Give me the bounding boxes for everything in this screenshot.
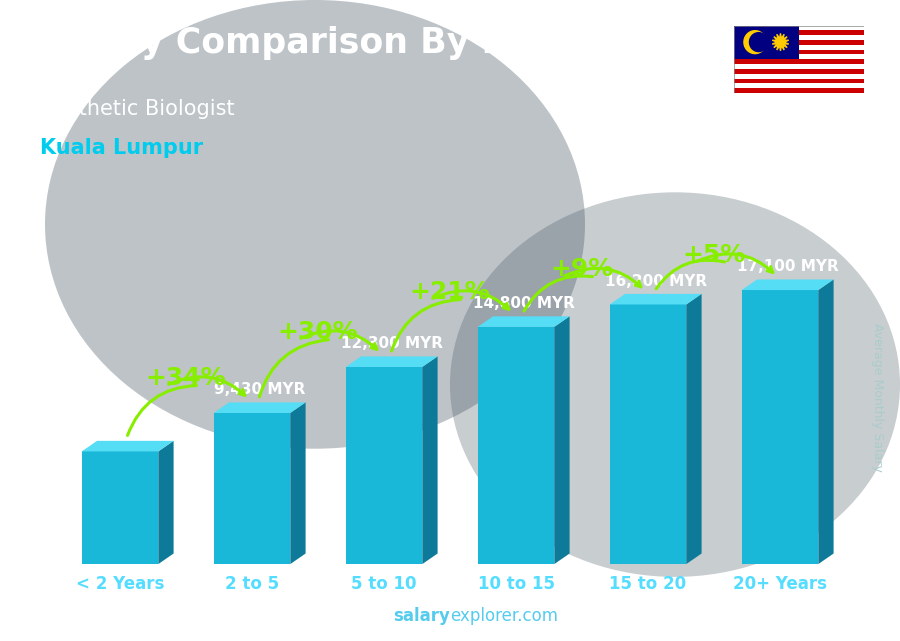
- Bar: [734, 40, 864, 45]
- Bar: [734, 45, 864, 50]
- Bar: [734, 74, 864, 79]
- Polygon shape: [82, 441, 174, 451]
- Bar: [734, 26, 864, 30]
- Bar: [734, 69, 864, 74]
- Text: 7,030 MYR: 7,030 MYR: [82, 420, 174, 436]
- Polygon shape: [609, 304, 687, 564]
- Polygon shape: [158, 441, 174, 564]
- Polygon shape: [346, 356, 437, 367]
- Polygon shape: [478, 327, 554, 564]
- Polygon shape: [744, 31, 766, 54]
- Polygon shape: [742, 290, 818, 564]
- Text: 12,300 MYR: 12,300 MYR: [341, 336, 443, 351]
- Text: 17,100 MYR: 17,100 MYR: [737, 259, 839, 274]
- Polygon shape: [742, 279, 833, 290]
- Polygon shape: [554, 316, 570, 564]
- Bar: [734, 60, 864, 64]
- Text: +34%: +34%: [146, 366, 226, 390]
- Text: +30%: +30%: [277, 320, 358, 344]
- Bar: [734, 35, 864, 40]
- Ellipse shape: [45, 0, 585, 449]
- Ellipse shape: [450, 192, 900, 577]
- Text: Synthetic Biologist: Synthetic Biologist: [40, 99, 235, 119]
- Polygon shape: [213, 403, 306, 413]
- Text: +21%: +21%: [410, 279, 490, 304]
- Bar: [734, 79, 864, 83]
- Polygon shape: [687, 294, 702, 564]
- Bar: [734, 26, 799, 60]
- Polygon shape: [609, 294, 702, 304]
- Polygon shape: [818, 279, 833, 564]
- Text: 14,800 MYR: 14,800 MYR: [472, 296, 574, 311]
- Polygon shape: [346, 367, 422, 564]
- Text: salary: salary: [393, 607, 450, 625]
- Text: 9,430 MYR: 9,430 MYR: [214, 382, 305, 397]
- Bar: [734, 88, 864, 93]
- Text: Kuala Lumpur: Kuala Lumpur: [40, 138, 203, 158]
- Polygon shape: [750, 33, 768, 51]
- Text: Average Monthly Salary: Average Monthly Salary: [871, 323, 884, 472]
- Polygon shape: [422, 356, 437, 564]
- Polygon shape: [213, 413, 291, 564]
- Text: +9%: +9%: [551, 257, 614, 281]
- Text: explorer.com: explorer.com: [450, 607, 558, 625]
- Polygon shape: [772, 33, 788, 51]
- Bar: [734, 54, 864, 60]
- Polygon shape: [291, 403, 306, 564]
- Text: 16,200 MYR: 16,200 MYR: [605, 274, 706, 288]
- Text: Salary Comparison By Experience: Salary Comparison By Experience: [40, 26, 698, 60]
- Bar: [734, 83, 864, 88]
- Text: +5%: +5%: [682, 243, 745, 267]
- Polygon shape: [82, 451, 158, 564]
- Bar: [734, 64, 864, 69]
- Polygon shape: [478, 316, 570, 327]
- Bar: [734, 50, 864, 54]
- Bar: [734, 30, 864, 35]
